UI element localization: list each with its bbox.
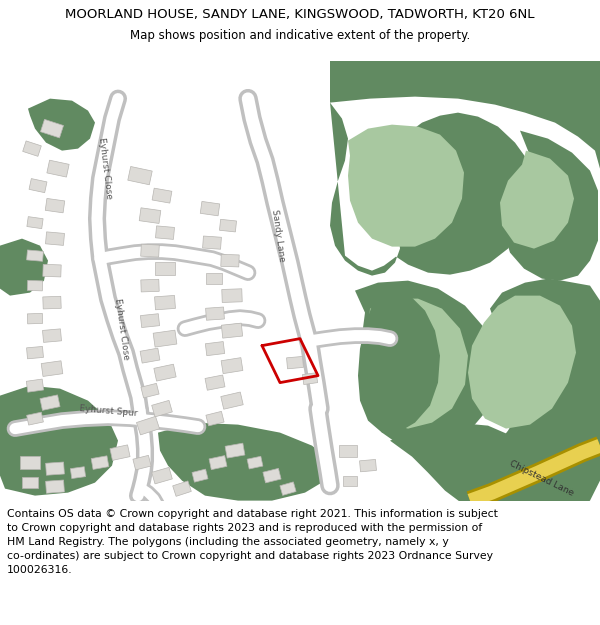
Polygon shape — [390, 422, 560, 516]
Polygon shape — [158, 422, 330, 501]
Bar — [141, 383, 159, 398]
Bar — [46, 480, 64, 493]
Polygon shape — [330, 102, 535, 276]
Bar — [206, 307, 224, 320]
Bar — [43, 264, 61, 277]
Bar — [205, 342, 224, 356]
Polygon shape — [504, 131, 598, 281]
Text: MOORLAND HOUSE, SANDY LANE, KINGSWOOD, TADWORTH, KT20 6NL: MOORLAND HOUSE, SANDY LANE, KINGSWOOD, T… — [65, 8, 535, 21]
Bar — [263, 468, 281, 483]
Text: Chipstead Lane: Chipstead Lane — [508, 459, 575, 498]
Bar — [225, 443, 245, 458]
Bar — [91, 456, 109, 469]
Bar — [22, 477, 38, 488]
Polygon shape — [0, 239, 48, 296]
Bar — [41, 361, 63, 376]
Bar — [110, 445, 130, 461]
Text: Eyhurst Close: Eyhurst Close — [113, 298, 131, 360]
Bar — [302, 372, 317, 384]
Bar — [221, 323, 242, 338]
Bar — [155, 296, 175, 310]
Text: Contains OS data © Crown copyright and database right 2021. This information is : Contains OS data © Crown copyright and d… — [7, 509, 498, 574]
Bar — [359, 459, 376, 472]
Bar — [205, 375, 225, 390]
Bar — [221, 392, 243, 409]
Bar — [206, 273, 222, 284]
Bar — [343, 476, 357, 486]
Bar — [47, 160, 69, 177]
Bar — [153, 330, 177, 347]
Bar — [141, 279, 159, 292]
Text: Eyhurst Spur: Eyhurst Spur — [79, 404, 137, 418]
Bar — [280, 482, 296, 496]
Bar — [200, 201, 220, 216]
Bar — [192, 469, 208, 482]
Polygon shape — [28, 99, 95, 151]
Bar — [221, 254, 239, 267]
Bar — [26, 379, 44, 392]
Bar — [140, 244, 160, 257]
Bar — [206, 411, 224, 426]
Bar — [28, 313, 43, 324]
Text: Map shows position and indicative extent of the property.: Map shows position and indicative extent… — [130, 29, 470, 42]
Bar — [155, 226, 175, 239]
Bar — [27, 217, 43, 229]
Bar — [40, 395, 60, 411]
Bar — [46, 462, 64, 475]
Polygon shape — [358, 289, 440, 432]
Bar — [26, 250, 43, 261]
Bar — [155, 262, 175, 275]
Bar — [26, 412, 43, 425]
Bar — [222, 289, 242, 302]
Polygon shape — [468, 296, 576, 429]
Bar — [173, 481, 191, 496]
Bar — [140, 348, 160, 363]
Bar — [43, 329, 61, 342]
Bar — [70, 467, 86, 479]
Text: Eyhurst Close: Eyhurst Close — [97, 138, 113, 200]
Bar — [152, 468, 172, 484]
Bar — [203, 236, 221, 249]
Bar — [339, 444, 357, 457]
Text: Sandy Lane: Sandy Lane — [270, 209, 286, 262]
Bar — [45, 198, 65, 213]
Bar — [247, 456, 263, 469]
Polygon shape — [500, 151, 574, 249]
Bar — [136, 416, 160, 435]
Bar — [29, 179, 47, 192]
Bar — [20, 456, 40, 469]
Bar — [221, 357, 243, 374]
Bar — [152, 401, 172, 417]
Bar — [154, 364, 176, 381]
Bar — [209, 456, 227, 469]
Bar — [46, 232, 64, 246]
Bar — [220, 219, 236, 232]
Polygon shape — [355, 281, 495, 451]
Polygon shape — [0, 386, 118, 496]
Polygon shape — [348, 124, 464, 247]
Bar — [28, 281, 43, 291]
Bar — [40, 119, 64, 138]
Polygon shape — [330, 61, 600, 169]
Bar — [287, 356, 304, 369]
Bar — [23, 141, 41, 156]
Polygon shape — [362, 299, 468, 429]
Bar — [140, 314, 160, 328]
Polygon shape — [490, 279, 600, 519]
Bar — [128, 166, 152, 185]
Bar — [139, 208, 161, 224]
Bar — [43, 296, 61, 309]
Bar — [152, 188, 172, 203]
Bar — [133, 456, 151, 470]
Bar — [26, 346, 43, 359]
